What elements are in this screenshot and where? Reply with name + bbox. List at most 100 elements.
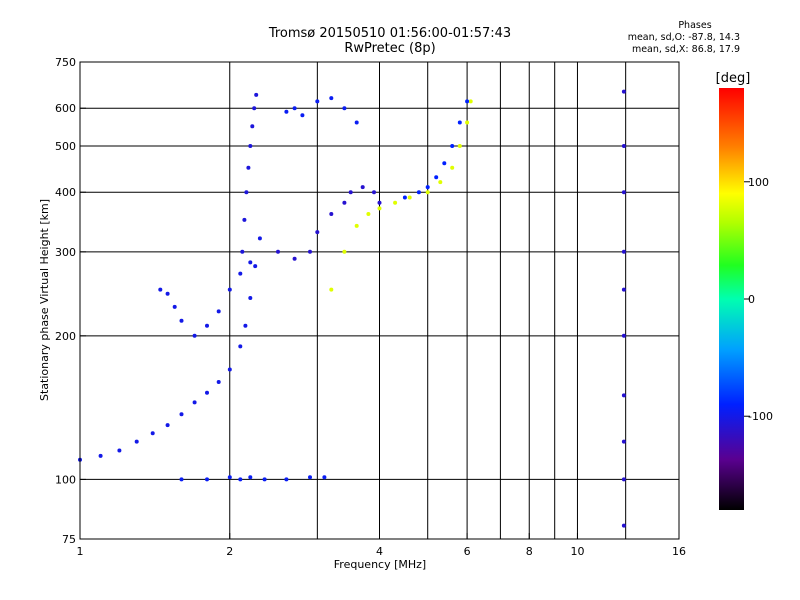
echo-point xyxy=(434,175,439,180)
echo-point xyxy=(425,185,430,190)
echo-point xyxy=(457,120,462,125)
echo-point xyxy=(248,144,253,148)
y-tick-label: 600 xyxy=(55,102,76,115)
echo-point xyxy=(284,109,289,114)
echo-point xyxy=(284,477,289,482)
phases-o-stats: mean, sd,O: -87.8, 14.3 xyxy=(627,32,740,43)
echo-point xyxy=(468,99,473,104)
echo-point xyxy=(377,206,382,211)
phases-summary: Phases mean, sd,O: -87.8, 14.3 mean, sd,… xyxy=(590,20,740,56)
phases-x-stats: mean, sd,X: 86.8, 17.9 xyxy=(631,44,740,55)
title-line-2: RwPretec (8p) xyxy=(344,41,436,56)
echo-point xyxy=(165,291,170,296)
echo-point xyxy=(227,367,232,372)
y-tick-label: 400 xyxy=(55,186,76,199)
echo-point xyxy=(621,393,626,398)
echo-point xyxy=(308,475,312,480)
echo-point xyxy=(402,195,407,200)
echo-point xyxy=(134,439,139,444)
echo-point xyxy=(172,304,177,309)
echo-point xyxy=(621,287,626,292)
echo-point xyxy=(98,453,103,458)
echo-point xyxy=(372,190,376,195)
echo-point xyxy=(192,400,197,405)
echo-point xyxy=(254,92,259,97)
echo-point xyxy=(248,260,253,265)
x-tick-label: 8 xyxy=(526,545,533,558)
echo-point xyxy=(354,120,359,125)
echo-point xyxy=(248,475,253,480)
chart-title: Tromsø 20150510 01:56:00-01:57:43 RwPret… xyxy=(220,26,560,56)
echo-point xyxy=(438,180,443,185)
echo-point xyxy=(238,271,243,276)
echo-point xyxy=(457,144,462,148)
echo-point xyxy=(205,477,209,482)
y-tick-label: 75 xyxy=(62,533,76,546)
echo-trace xyxy=(240,92,259,254)
echo-trace xyxy=(284,96,359,125)
echo-point xyxy=(621,249,626,254)
x-tick-label: 2 xyxy=(226,545,233,558)
y-tick-label: 300 xyxy=(55,246,76,259)
echo-point xyxy=(377,200,382,205)
phases-title: Phases xyxy=(678,20,712,31)
echo-point xyxy=(243,323,248,328)
echo-point xyxy=(621,439,626,444)
echo-point xyxy=(292,256,297,261)
echo-point xyxy=(117,448,122,453)
echo-point xyxy=(621,89,626,94)
echo-point xyxy=(450,144,455,148)
colorbar xyxy=(719,88,744,510)
echo-point xyxy=(329,212,334,216)
title-line-1: Tromsø 20150510 01:56:00-01:57:43 xyxy=(268,26,512,41)
echo-point xyxy=(621,333,626,338)
echo-point xyxy=(179,412,184,417)
echo-point xyxy=(250,124,255,129)
echo-point xyxy=(257,236,262,241)
echo-trace xyxy=(179,475,327,482)
colorbar-label: [deg] xyxy=(716,71,751,86)
echo-point xyxy=(407,195,412,200)
x-tick-label: 10 xyxy=(570,545,584,558)
echo-point xyxy=(442,161,447,166)
y-tick-label: 100 xyxy=(55,473,76,486)
echo-point xyxy=(308,249,312,254)
x-tick-label: 16 xyxy=(672,545,686,558)
echo-point xyxy=(621,477,626,482)
colorbar-tick-label: -100 xyxy=(748,410,773,423)
echo-point xyxy=(621,144,626,148)
echo-point xyxy=(621,190,626,195)
echo-point xyxy=(216,380,221,384)
echo-point xyxy=(238,477,243,482)
echo-point xyxy=(240,249,245,254)
x-axis-label: Frequency [MHz] xyxy=(334,558,426,571)
echo-point xyxy=(227,475,232,480)
y-tick-label: 500 xyxy=(55,140,76,153)
echo-point xyxy=(246,165,251,170)
echo-point xyxy=(242,217,247,222)
echo-point xyxy=(300,113,305,118)
colorbar-tick-label: 100 xyxy=(748,176,769,189)
echo-point xyxy=(329,287,334,292)
echo-point xyxy=(450,165,455,170)
echo-point xyxy=(342,106,347,111)
echo-point xyxy=(425,190,430,195)
echo-point xyxy=(158,287,163,292)
x-tick-label: 1 xyxy=(77,545,84,558)
echo-point xyxy=(342,249,347,254)
echo-point xyxy=(238,344,243,349)
echo-trace xyxy=(276,185,382,261)
echo-point xyxy=(253,264,258,269)
echo-point xyxy=(252,106,257,111)
echo-point xyxy=(276,249,280,254)
colorbar-tick-label: 0 xyxy=(748,293,755,306)
y-axis-label: Stationary phase Virtual Height [km] xyxy=(38,199,51,401)
echo-point xyxy=(205,390,209,395)
echo-point xyxy=(292,106,297,111)
echo-point xyxy=(360,185,365,190)
echo-point xyxy=(150,431,155,436)
x-tick-label: 4 xyxy=(376,545,383,558)
echo-point xyxy=(216,309,221,314)
echo-point xyxy=(366,212,371,216)
